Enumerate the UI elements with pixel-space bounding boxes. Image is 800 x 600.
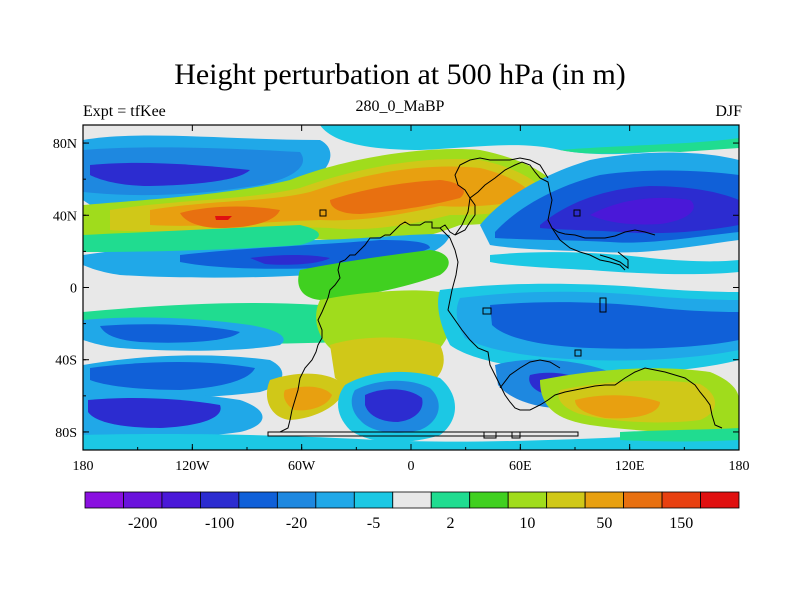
colorbar-swatch-7	[353, 491, 394, 509]
coastline-africa-eurasia	[439, 227, 723, 429]
colorbar	[84, 491, 740, 509]
contour-nh-low-pacific-core	[90, 162, 250, 186]
x-tick-label-6: 180	[729, 459, 750, 474]
coastline-small-island-6	[483, 431, 497, 439]
colorbar-swatch-6	[315, 491, 355, 509]
contour-nh-polar-cyan	[83, 125, 739, 155]
x-tick-label-4: 60E	[509, 459, 532, 474]
colorbar-label-5: 10	[519, 515, 535, 532]
colorbar-label-1: -100	[205, 515, 234, 532]
coastline-antarctica	[267, 431, 579, 437]
season-label: DJF	[715, 103, 742, 120]
colorbar-label-2: -20	[286, 515, 307, 532]
contour-antarctic-band-green	[620, 428, 739, 442]
chart-title: Height perturbation at 500 hPa (in m)	[174, 58, 626, 91]
contour-sp-high-core	[575, 395, 660, 419]
coastline-small-island-5	[482, 307, 492, 315]
contour-nh-low-asia-core	[590, 197, 694, 225]
colorbar-swatch-16	[700, 491, 740, 509]
contour-equator-green-left	[83, 225, 319, 252]
colorbar-swatch-12	[546, 491, 586, 509]
coastline-small-island-1	[319, 209, 327, 217]
map-tick-labels: 180 120W 60W 0 60E 120E 180 80N 40N 0 40S 80S	[53, 137, 750, 474]
x-tick-label-0: 180	[73, 459, 94, 474]
contour-antarctic-band	[83, 433, 739, 450]
colorbar-swatch-5	[276, 491, 317, 509]
contour-equator-green-mid	[298, 250, 449, 300]
contour-field	[83, 125, 739, 450]
colorbar-swatch-2	[161, 491, 201, 509]
colorbar-swatch-9	[430, 491, 471, 509]
x-tick-label-5: 120E	[615, 459, 645, 474]
colorbar-swatch-4	[238, 491, 278, 509]
y-tick-label-3: 40S	[55, 354, 77, 369]
colorbar-swatch-1	[123, 491, 163, 509]
colorbar-swatch-10	[469, 491, 509, 509]
contour-so-low-left-core	[88, 397, 221, 428]
coastline-small-island-4	[574, 349, 582, 357]
contour-nh-polar-green	[560, 138, 739, 154]
coastline-small-island-7	[511, 431, 521, 439]
colorbar-swatch-0	[84, 491, 124, 509]
contour-sh-low-left-core	[100, 324, 240, 343]
y-tick-label-4: 80S	[55, 426, 77, 441]
coastline-small-island-2	[573, 209, 581, 217]
coastline-americas	[268, 221, 456, 433]
experiment-label: Expt = tfKee	[83, 103, 166, 120]
colorbar-swatch-13	[584, 491, 624, 509]
colorbar-swatch-3	[200, 491, 240, 509]
x-tick-label-1: 120W	[175, 459, 210, 474]
coastline-indonesia	[599, 251, 629, 269]
y-tick-label-1: 40N	[53, 209, 77, 224]
coastline-greenland	[454, 157, 549, 236]
map-ticks	[82, 125, 740, 450]
coastline-small-island-3	[599, 297, 607, 313]
contour-so-high-atlantic-core	[283, 386, 332, 411]
contour-trop-n-low-deep	[250, 255, 330, 265]
colorbar-label-7: 150	[669, 515, 693, 532]
colorbar-labels: -200 -100 -20 -5 2 10 50 150	[128, 515, 693, 532]
coastline-australia	[499, 359, 561, 389]
scenario-label: 280_0_MaBP	[355, 98, 445, 115]
y-tick-label-2: 0	[70, 282, 77, 297]
colorbar-swatch-8	[392, 491, 432, 509]
colorbar-label-3: -5	[367, 515, 380, 532]
colorbar-swatch-14	[623, 491, 663, 509]
coastlines	[267, 157, 723, 439]
colorbar-swatch-11	[507, 491, 548, 509]
coastline-north-eurasia	[454, 161, 656, 239]
colorbar-swatch-15	[661, 491, 701, 509]
contour-sh-low-right-inner	[490, 302, 739, 349]
colorbar-label-0: -200	[128, 515, 157, 532]
colorbar-label-6: 50	[596, 515, 612, 532]
x-tick-label-3: 0	[408, 459, 415, 474]
contour-nh-high-peak-left	[215, 216, 232, 220]
contour-sh-low-left2-core	[90, 362, 255, 390]
contour-nh-high-core-center	[330, 180, 464, 214]
x-tick-label-2: 60W	[288, 459, 316, 474]
colorbar-label-4: 2	[446, 515, 454, 532]
coastline-south-asia	[551, 227, 626, 271]
contour-antarctic-low-core	[365, 389, 423, 422]
y-tick-label-0: 80N	[53, 137, 77, 152]
